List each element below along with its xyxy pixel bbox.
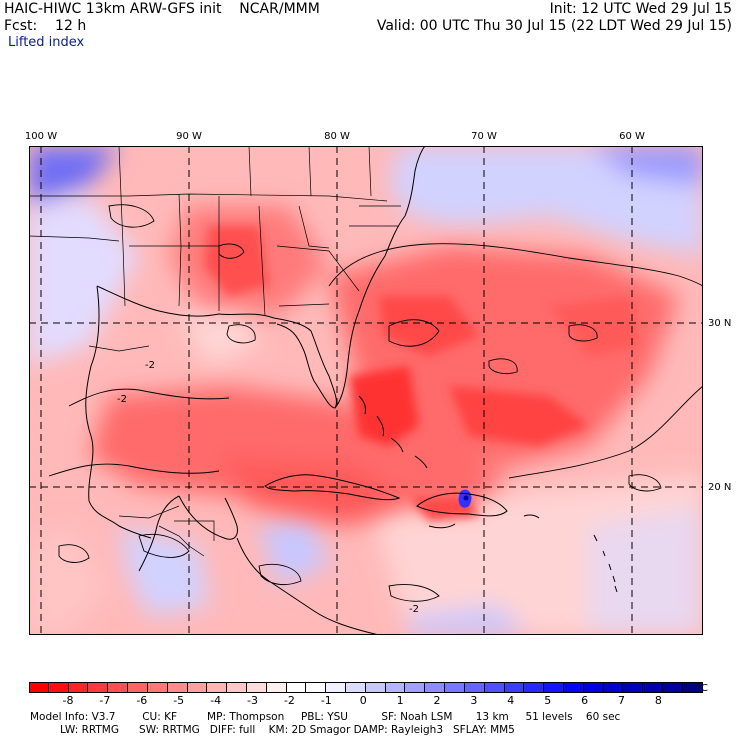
lifted-index-map: -2 -2 -2 xyxy=(29,146,703,635)
colorbar-swatch xyxy=(623,682,644,693)
colorbar-tick-label: 7 xyxy=(618,694,625,707)
colorbar-swatch xyxy=(346,682,366,693)
lat-label-30n: 30 N xyxy=(708,318,732,329)
colorbar-swatch xyxy=(48,682,69,693)
contour-label: -2 xyxy=(145,360,155,371)
colorbar-swatch xyxy=(167,682,188,693)
colorbar-tick-label: -7 xyxy=(99,694,111,707)
colorbar-tick-label: 0 xyxy=(359,694,367,707)
lon-label-60w: 60 W xyxy=(619,131,645,142)
contours xyxy=(48,204,703,602)
colorbar-swatch xyxy=(266,682,287,693)
colorbar-swatch xyxy=(365,682,386,693)
colorbar-tick-label: 3 xyxy=(470,694,478,707)
contour-labels: -2 -2 -2 xyxy=(117,360,419,615)
colorbar-tick-label: 6 xyxy=(581,694,589,707)
lat-lon-grid xyxy=(29,146,703,635)
colorbar-tick-label: -1 xyxy=(320,694,332,707)
colorbar-swatch xyxy=(207,682,228,693)
colorbar-swatch xyxy=(306,682,327,693)
colorbar-swatch xyxy=(227,682,247,693)
colorbar-swatch xyxy=(286,682,307,693)
colorbar-swatch xyxy=(385,682,406,693)
model-info-line2: LW: RRTMG SW: RRTMG DIFF: full KM: 2D Sm… xyxy=(30,724,515,736)
colorbar-tick-label: 4 xyxy=(507,694,515,707)
colorbar-swatch xyxy=(425,682,446,693)
colorbar-swatch xyxy=(663,682,683,693)
colorbar-swatch xyxy=(524,682,545,693)
colorbar-tick-label: -3 xyxy=(247,694,258,707)
colorbar-swatch xyxy=(147,682,168,693)
colorbar-swatch xyxy=(603,682,624,693)
colorbar-swatch xyxy=(464,682,485,693)
colorbar-swatch xyxy=(108,682,129,693)
colorbar-swatch xyxy=(29,682,49,693)
colorbar-swatch xyxy=(643,682,663,693)
lon-label-80w: 80 W xyxy=(324,131,350,142)
colorbar-swatch xyxy=(68,682,89,693)
lon-label-90w: 90 W xyxy=(176,131,202,142)
colorbar-swatch xyxy=(445,682,465,693)
valid-time: Valid: 00 UTC Thu 30 Jul 15 (22 LDT Wed … xyxy=(376,18,732,34)
lon-label-100w: 100 W xyxy=(24,131,58,142)
map-frame xyxy=(29,146,703,635)
contour-label: -2 xyxy=(117,394,127,405)
colorbar-tick-label: 8 xyxy=(654,694,662,707)
colorbar-swatch xyxy=(544,682,564,693)
colorbar-tick-label: -5 xyxy=(173,694,185,707)
header-title: HAIC-HIWC 13km ARW-GFS init NCAR/MMM xyxy=(4,1,320,17)
field-name: Lifted index xyxy=(8,35,85,50)
colorbar-swatch xyxy=(484,682,505,693)
colorbar-swatch xyxy=(246,682,267,693)
colorbar-unit: °C xyxy=(696,683,708,694)
forecast-hour: Fcst: 12 h xyxy=(4,18,87,34)
colorbar-swatch xyxy=(88,682,109,693)
colorbar-swatch xyxy=(504,682,525,693)
contour-label: -2 xyxy=(409,604,419,615)
model-info-line1: Model Info: V3.7 CU: KF MP: Thompson PBL… xyxy=(30,711,621,723)
colorbar-tick-label: -4 xyxy=(210,694,222,707)
colorbar-swatch xyxy=(405,682,426,693)
colorbar-swatch xyxy=(563,682,584,693)
init-time: Init: 12 UTC Wed 29 Jul 15 xyxy=(549,1,732,17)
coastlines xyxy=(85,146,618,635)
shaded-field xyxy=(29,146,703,635)
colorbar-tick-label: -8 xyxy=(62,694,74,707)
colorbar xyxy=(29,682,703,693)
colorbar-tick-label: -2 xyxy=(283,694,295,707)
colorbar-tick-label: 5 xyxy=(544,694,552,707)
state-borders xyxy=(29,146,401,557)
colorbar-tick-label: -6 xyxy=(136,694,148,707)
lon-label-70w: 70 W xyxy=(471,131,497,142)
colorbar-swatch xyxy=(326,682,346,693)
colorbar-tick-label: 2 xyxy=(433,694,441,707)
colorbar-swatch xyxy=(187,682,208,693)
colorbar-swatch xyxy=(583,682,604,693)
colorbar-tick-label: 1 xyxy=(396,694,404,707)
lat-label-20n: 20 N xyxy=(708,482,732,493)
colorbar-swatch xyxy=(128,682,148,693)
